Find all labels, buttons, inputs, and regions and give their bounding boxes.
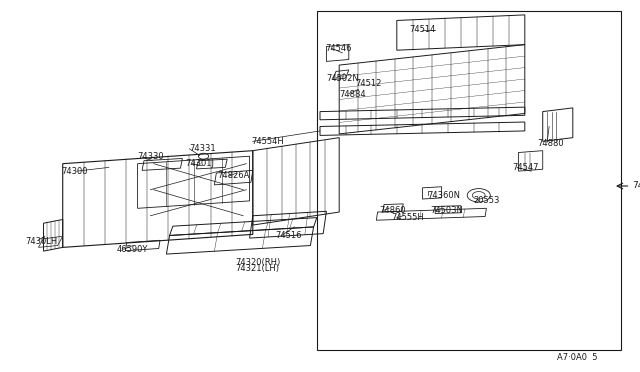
Text: 74554H: 74554H bbox=[252, 137, 284, 146]
Text: 74331: 74331 bbox=[189, 144, 216, 153]
Text: 74546: 74546 bbox=[325, 44, 351, 53]
Text: 74320(RH): 74320(RH) bbox=[236, 258, 281, 267]
Text: 74512: 74512 bbox=[355, 79, 381, 88]
Text: 74514: 74514 bbox=[410, 25, 436, 34]
Text: 74547: 74547 bbox=[512, 163, 538, 172]
Text: 74502N: 74502N bbox=[326, 74, 359, 83]
Text: 74330: 74330 bbox=[138, 153, 164, 161]
Text: A7·0A0  5: A7·0A0 5 bbox=[557, 353, 597, 362]
Text: 74826A: 74826A bbox=[218, 171, 250, 180]
Bar bbox=[317, 11, 621, 350]
Text: 20553: 20553 bbox=[474, 196, 500, 205]
Text: 74301J: 74301J bbox=[186, 159, 214, 168]
Text: 74300: 74300 bbox=[61, 167, 87, 176]
Text: 74360N: 74360N bbox=[428, 191, 461, 200]
Text: 74500: 74500 bbox=[632, 182, 640, 190]
Text: 74503N: 74503N bbox=[430, 206, 463, 215]
Text: 74880: 74880 bbox=[538, 139, 564, 148]
Text: 74321(LH): 74321(LH) bbox=[236, 264, 280, 273]
Text: 46590Y: 46590Y bbox=[117, 246, 148, 254]
Text: 74860: 74860 bbox=[380, 206, 406, 215]
Text: 7430LH: 7430LH bbox=[26, 237, 58, 246]
Text: 74516: 74516 bbox=[275, 231, 301, 240]
Text: 74555H: 74555H bbox=[392, 213, 424, 222]
Text: 74884: 74884 bbox=[339, 90, 366, 99]
